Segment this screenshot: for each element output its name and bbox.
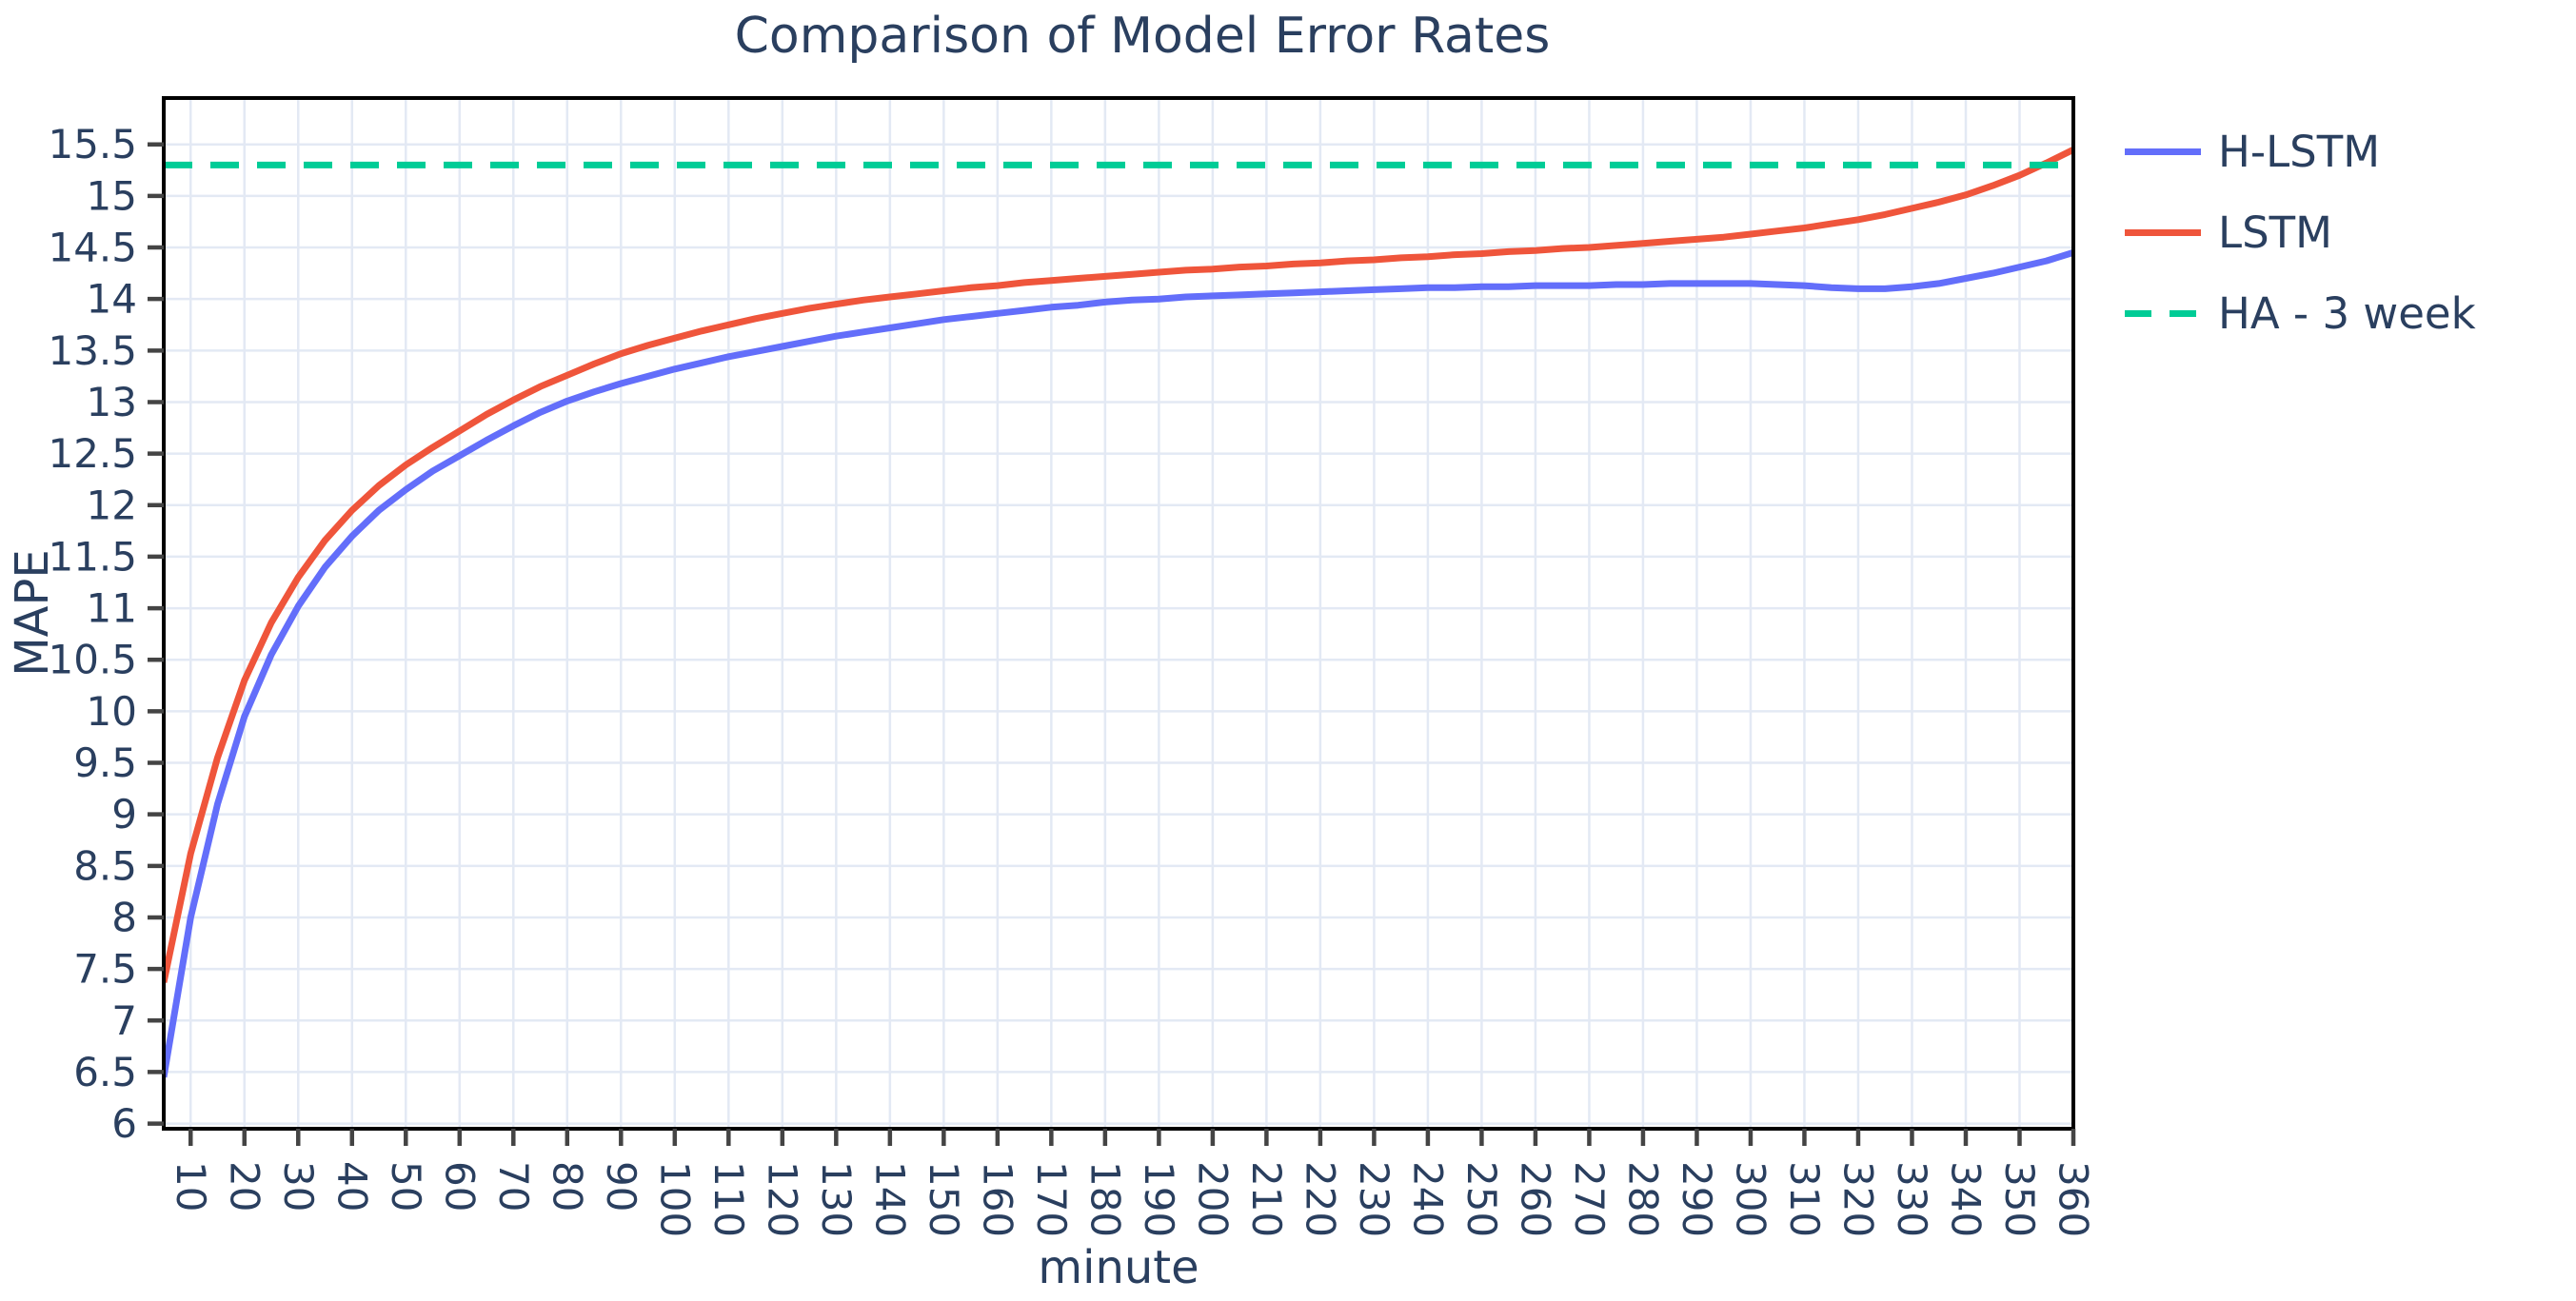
y-tick-label: 14.5 (48, 225, 137, 271)
y-tick-label: 11.5 (48, 533, 137, 580)
ha-dashed-line-swatch-icon (2125, 310, 2201, 317)
legend-item-hlstm[interactable]: H-LSTM (2125, 111, 2476, 192)
y-tick-label: 6.5 (73, 1049, 137, 1095)
x-tick-label: 220 (1297, 1161, 1343, 1237)
y-tick-label: 15 (87, 172, 137, 219)
legend: H-LSTM LSTM HA - 3 week (2125, 111, 2476, 354)
x-tick-label: 60 (436, 1161, 483, 1212)
legend-label: H-LSTM (2218, 127, 2381, 177)
x-tick-label: 320 (1834, 1161, 1881, 1237)
y-tick-label: 11 (87, 585, 137, 632)
x-tick-label: 30 (275, 1161, 322, 1212)
hlstm-line-swatch-icon (2125, 148, 2201, 155)
y-tick-label: 8.5 (73, 842, 137, 889)
chart-title: Comparison of Model Error Rates (734, 8, 1551, 65)
y-tick-label: 7 (111, 997, 137, 1044)
x-tick-label: 290 (1674, 1161, 1720, 1237)
y-tick-label: 13 (87, 379, 137, 425)
x-tick-label: 200 (1189, 1161, 1236, 1237)
x-tick-label: 70 (490, 1161, 537, 1212)
legend-item-lstm[interactable]: LSTM (2125, 192, 2476, 273)
x-tick-label: 40 (328, 1161, 375, 1212)
y-tick-label: 9.5 (73, 739, 137, 786)
x-tick-label: 150 (921, 1161, 967, 1237)
legend-item-ha[interactable]: HA - 3 week (2125, 273, 2476, 354)
series-line-h-lstm (164, 249, 2073, 1078)
x-tick-label: 110 (705, 1161, 752, 1237)
y-tick-label: 14 (87, 276, 137, 323)
axis-frame (162, 96, 2075, 1131)
x-tick-label: 210 (1243, 1161, 1290, 1237)
x-tick-label: 360 (2051, 1161, 2097, 1237)
x-tick-label: 230 (1351, 1161, 1397, 1237)
x-axis-title: minute (1038, 1241, 1199, 1294)
x-tick-label: 260 (1512, 1161, 1558, 1237)
x-tick-label: 170 (1028, 1161, 1075, 1237)
y-tick-label: 8 (111, 894, 137, 940)
x-tick-label: 280 (1619, 1161, 1666, 1237)
lstm-line-swatch-icon (2125, 229, 2201, 236)
y-tick-label: 10 (87, 688, 137, 735)
x-tick-label: 100 (651, 1161, 698, 1237)
x-tick-label: 160 (974, 1161, 1020, 1237)
x-tick-label: 310 (1781, 1161, 1828, 1237)
x-tick-label: 90 (598, 1161, 644, 1212)
x-tick-label: 10 (168, 1161, 214, 1212)
y-tick-label: 6 (111, 1100, 137, 1147)
y-tick-label: 13.5 (48, 327, 137, 374)
legend-label: HA - 3 week (2218, 288, 2476, 339)
y-tick-label: 12.5 (48, 430, 137, 477)
x-tick-label: 180 (1081, 1161, 1128, 1237)
x-tick-label: 130 (813, 1161, 860, 1237)
y-tick-label: 9 (111, 791, 137, 838)
x-tick-label: 50 (383, 1161, 429, 1212)
x-tick-label: 250 (1458, 1161, 1505, 1237)
x-tick-label: 270 (1566, 1161, 1613, 1237)
y-tick-label: 10.5 (48, 637, 137, 683)
x-tick-label: 80 (544, 1161, 590, 1212)
x-tick-label: 350 (1996, 1161, 2043, 1237)
series-line-lstm (164, 147, 2073, 983)
y-tick-label: 15.5 (48, 121, 137, 168)
x-tick-label: 340 (1942, 1161, 1989, 1237)
x-tick-label: 330 (1889, 1161, 1935, 1237)
x-tick-label: 240 (1404, 1161, 1451, 1237)
y-tick-label: 12 (87, 482, 137, 528)
x-tick-label: 20 (221, 1161, 268, 1212)
y-tick-label: 7.5 (73, 946, 137, 993)
y-axis-title: MAPE (6, 549, 59, 677)
x-tick-label: 140 (866, 1161, 913, 1237)
x-tick-label: 120 (759, 1161, 805, 1237)
x-tick-label: 190 (1136, 1161, 1182, 1237)
legend-label: LSTM (2218, 207, 2332, 258)
x-tick-label: 300 (1727, 1161, 1773, 1237)
